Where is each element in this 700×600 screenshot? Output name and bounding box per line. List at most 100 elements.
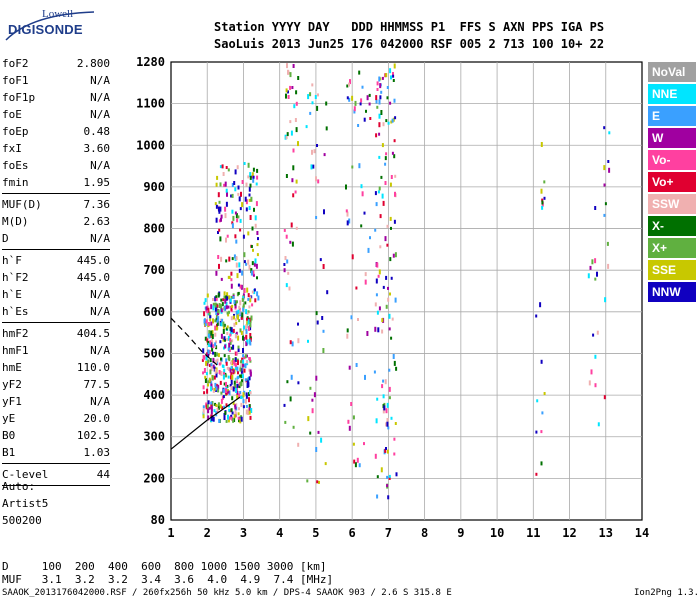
- echo-point: [231, 304, 234, 308]
- echo-point: [224, 213, 227, 219]
- param-name: foEp: [2, 125, 29, 138]
- echo-point: [232, 296, 235, 299]
- echo-point: [348, 218, 351, 224]
- echo-point: [393, 154, 396, 159]
- echo-point: [310, 164, 313, 170]
- echo-point: [290, 130, 293, 136]
- echo-point: [378, 132, 381, 136]
- echo-point: [604, 202, 607, 206]
- param-row: hmF1 N/A: [2, 342, 110, 359]
- echo-point: [355, 363, 358, 367]
- echo-point: [248, 410, 251, 415]
- param-row: MUF(D) 7.36: [2, 196, 110, 213]
- echo-point: [285, 234, 288, 239]
- echo-point: [202, 408, 205, 414]
- echo-point: [386, 421, 389, 427]
- echo-point: [233, 361, 236, 366]
- echo-point: [223, 323, 226, 327]
- echo-point: [305, 125, 308, 129]
- echo-point: [202, 348, 205, 354]
- echo-point: [235, 310, 238, 315]
- echo-point: [382, 379, 385, 383]
- echo-point: [239, 284, 242, 289]
- echo-point: [214, 382, 217, 387]
- echo-point: [217, 311, 219, 316]
- echo-point: [352, 415, 355, 420]
- echo-point: [239, 228, 242, 232]
- echo-point: [543, 180, 546, 184]
- echo-point: [248, 397, 250, 403]
- echo-point: [245, 182, 248, 187]
- echo-point: [390, 416, 393, 420]
- echo-point: [348, 82, 350, 87]
- echo-point: [237, 291, 240, 295]
- echo-point: [242, 348, 244, 353]
- echo-point: [251, 261, 254, 266]
- echo-point: [394, 297, 397, 303]
- echo-point: [207, 354, 210, 358]
- echo-point: [205, 372, 208, 376]
- echo-point: [216, 304, 219, 308]
- echo-point: [374, 453, 377, 459]
- echo-point: [389, 101, 392, 105]
- echo-point: [238, 319, 241, 323]
- echo-point: [295, 127, 298, 133]
- echo-point: [208, 330, 211, 335]
- echo-point: [309, 431, 312, 435]
- echo-point: [394, 174, 397, 178]
- echo-point: [360, 98, 363, 103]
- echo-point: [358, 70, 361, 75]
- x-tick-label: 7: [385, 526, 392, 540]
- echo-point: [378, 122, 381, 128]
- echo-point: [294, 190, 297, 194]
- x-tick-label: 6: [349, 526, 356, 540]
- echo-point: [248, 186, 251, 192]
- echo-point: [256, 243, 259, 247]
- echo-point: [386, 484, 389, 488]
- echo-point: [247, 162, 250, 168]
- echo-point: [249, 371, 252, 377]
- echo-point: [541, 411, 544, 415]
- echo-point: [245, 199, 248, 205]
- header-row-2: SaoLuis 2013 Jun25 176 042000 RSF 005 2 …: [214, 37, 605, 51]
- echo-point: [251, 172, 254, 177]
- echo-point: [218, 263, 220, 269]
- echo-point: [596, 330, 599, 335]
- echo-point: [241, 379, 243, 383]
- y-tick-label: 1280: [136, 55, 165, 69]
- echo-point: [206, 404, 209, 409]
- echo-point: [369, 117, 372, 120]
- echo-point: [225, 361, 228, 366]
- echo-point: [350, 315, 353, 320]
- echo-point: [230, 379, 233, 385]
- echo-point: [210, 362, 213, 368]
- echo-point: [202, 414, 205, 419]
- echo-point: [294, 118, 297, 122]
- echo-point: [229, 367, 232, 373]
- echo-point: [287, 271, 290, 275]
- echo-point: [222, 365, 225, 368]
- echo-point: [212, 318, 214, 324]
- echo-point: [208, 333, 211, 339]
- echo-point: [248, 317, 251, 322]
- echo-point: [222, 388, 225, 393]
- echo-point: [223, 295, 226, 299]
- echo-point: [291, 241, 294, 247]
- x-tick-label: 9: [457, 526, 464, 540]
- echo-point: [223, 416, 226, 420]
- echo-point: [306, 479, 309, 483]
- echo-point: [315, 176, 317, 182]
- echo-point: [250, 315, 253, 321]
- echo-point: [247, 297, 250, 301]
- param-name: M(D): [2, 215, 29, 228]
- param-value: 110.0: [76, 361, 110, 374]
- echo-point: [218, 303, 221, 308]
- echo-point: [354, 462, 357, 468]
- echo-point: [229, 333, 232, 337]
- echo-point: [220, 277, 223, 281]
- echo-point: [223, 368, 226, 373]
- param-value: 3.60: [83, 142, 111, 155]
- echo-point: [242, 303, 245, 308]
- echo-point: [311, 398, 314, 402]
- echo-point: [248, 198, 251, 202]
